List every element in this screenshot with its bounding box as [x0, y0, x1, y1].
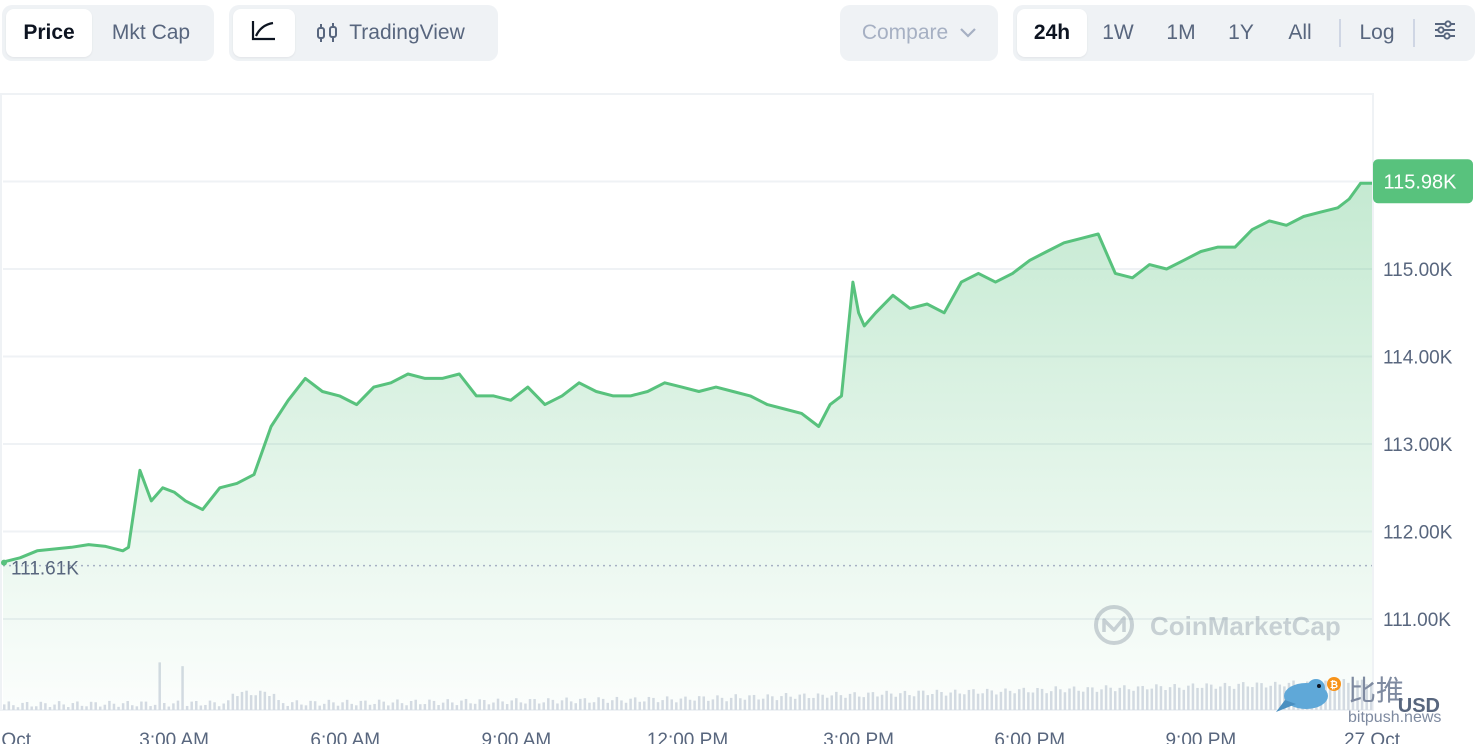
log-scale-button[interactable]: Log: [1359, 21, 1395, 44]
chevron-down-icon: [960, 28, 976, 38]
coinmarketcap-logo-icon: [1094, 605, 1134, 645]
watermark-brand: CoinMarketCap: [1150, 611, 1341, 641]
watermark-site-cn: 比推: [1348, 675, 1404, 706]
y-tick-label: 111.00K: [1383, 610, 1451, 631]
time-range-selector: 24h 1W 1M 1Y All Log: [1013, 5, 1475, 61]
bird-logo-icon: ₿: [1276, 677, 1341, 712]
range-1y-button[interactable]: 1Y: [1228, 21, 1254, 44]
price-tab[interactable]: Price: [6, 9, 92, 57]
x-tick-label: 9:00 PM: [1165, 730, 1236, 744]
coinmarketcap-watermark: CoinMarketCap: [1094, 605, 1341, 645]
line-chart-icon: [251, 19, 277, 47]
x-tick-label: 6:00 AM: [310, 730, 380, 744]
y-tick-label: 114.00K: [1383, 348, 1453, 369]
watermark-site: bitpush.news: [1348, 709, 1441, 726]
compare-dropdown[interactable]: Compare: [840, 5, 998, 61]
toolbar-divider: [1413, 19, 1415, 47]
x-tick-label: 3:00 PM: [823, 730, 894, 744]
tradingview-label: TradingView: [349, 21, 465, 44]
toolbar-divider: [1339, 19, 1341, 47]
compare-label: Compare: [861, 21, 949, 44]
bitpush-watermark: ₿ 比推 bitpush.news: [1276, 675, 1441, 726]
x-tick-label: 9:00 AM: [482, 730, 552, 744]
x-tick-label: 3:00 AM: [139, 730, 209, 744]
settings-sliders-icon: [1433, 19, 1457, 47]
x-axis: 26 Oct 3:00 AM 6:00 AM 9:00 AM 12:00 PM 3:00 …: [0, 730, 1401, 744]
x-tick-label: 27 Oct: [1344, 730, 1401, 744]
chart-settings-button[interactable]: [1423, 9, 1467, 57]
y-tick-label: 112.00K: [1383, 523, 1453, 544]
line-chart-button[interactable]: [233, 9, 295, 57]
x-tick-label: 6:00 PM: [994, 730, 1065, 744]
x-tick-label: 26 Oct: [0, 730, 32, 744]
range-1m-button[interactable]: 1M: [1166, 21, 1196, 44]
current-price-label: 115.98K: [1383, 171, 1457, 193]
chart-mode-toggle: Price Mkt Cap: [2, 5, 214, 61]
bitcoin-icon: ₿: [1330, 679, 1338, 691]
y-tick-label: 115.00K: [1383, 260, 1453, 281]
y-axis: 111.00K 112.00K 113.00K 114.00K 115.00K: [1383, 260, 1453, 631]
price-series-line: [2, 181, 1372, 564]
range-1w-button[interactable]: 1W: [1102, 21, 1134, 44]
y-tick-label: 113.00K: [1383, 435, 1453, 456]
current-price-badge: [1373, 159, 1473, 204]
mktcap-tab[interactable]: Mkt Cap: [111, 21, 191, 44]
x-tick-label: 12:00 PM: [647, 730, 728, 744]
candlestick-icon: [315, 22, 339, 44]
tradingview-button[interactable]: TradingView: [295, 9, 485, 57]
currency-badge: USD: [1398, 695, 1440, 717]
chart-style-toggle: TradingView: [229, 5, 498, 61]
open-price-label: 111.61K: [11, 559, 79, 580]
open-price-dot: [1, 559, 7, 566]
range-24h-button[interactable]: 24h: [1017, 9, 1087, 57]
range-all-button[interactable]: All: [1288, 21, 1312, 44]
price-area-fill: [3, 183, 1372, 711]
